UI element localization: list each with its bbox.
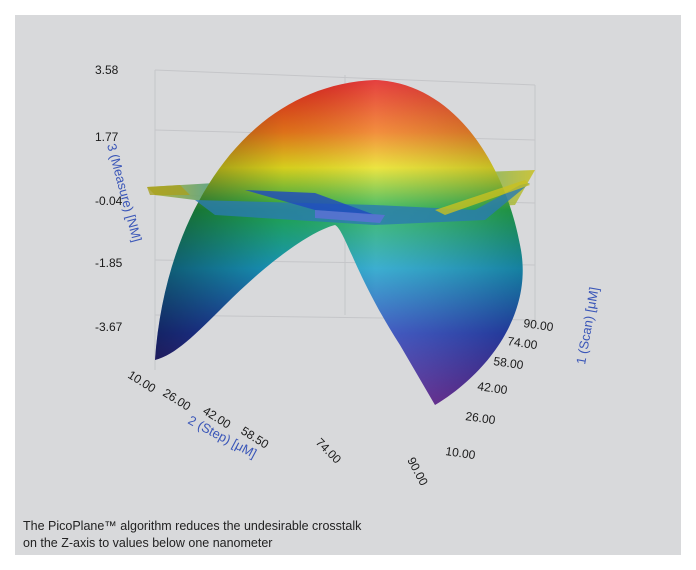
y-axis-title: 1 (Scan) [μM] <box>573 286 601 366</box>
caption-line-1: The PicoPlane™ algorithm reduces the und… <box>23 519 362 533</box>
surface-plot: 3.58 1.77 -0.04 -1.85 -3.67 10.00 26.00 42.00 5… <box>15 15 681 508</box>
flat-plane-front <box>147 180 530 225</box>
plot-svg: 3.581.77-0.04-1.85-3.67 10.0026.0042.005… <box>95 63 602 489</box>
y-tick-4: 74.00 <box>507 334 539 352</box>
z-tick-0: 3.58 <box>95 63 119 77</box>
z-axis-ticks: 3.58 1.77 -0.04 -1.85 -3.67 <box>95 63 123 334</box>
x-tick-0: 10.00 <box>125 368 158 396</box>
x-tick-4: 74.00 <box>313 435 344 466</box>
y-tick-5: 90.00 <box>523 316 555 334</box>
y-tick-3: 58.00 <box>493 354 525 372</box>
x-tick-5: 90.00 <box>404 455 431 488</box>
y-tick-1: 26.00 <box>465 409 497 427</box>
z-tick-4: -3.67 <box>95 320 123 334</box>
y-tick-0: 10.00 <box>445 444 477 462</box>
z-tick-2: -0.04 <box>95 194 123 208</box>
caption-line-2: on the Z-axis to values below one nanome… <box>23 536 273 550</box>
z-axis-title: 3 (Measure) [NM] <box>104 142 145 244</box>
figure-box: 3.58 1.77 -0.04 -1.85 -3.67 10.00 26.00 42.00 5… <box>15 15 681 555</box>
x-tick-1: 26.00 <box>160 386 193 414</box>
z-tick-1: 1.77 <box>95 130 119 144</box>
z-tick-3: -1.85 <box>95 256 123 270</box>
y-tick-2: 42.00 <box>477 379 509 397</box>
figure-caption: The PicoPlane™ algorithm reduces the und… <box>23 518 673 552</box>
arch-shading <box>155 80 523 405</box>
